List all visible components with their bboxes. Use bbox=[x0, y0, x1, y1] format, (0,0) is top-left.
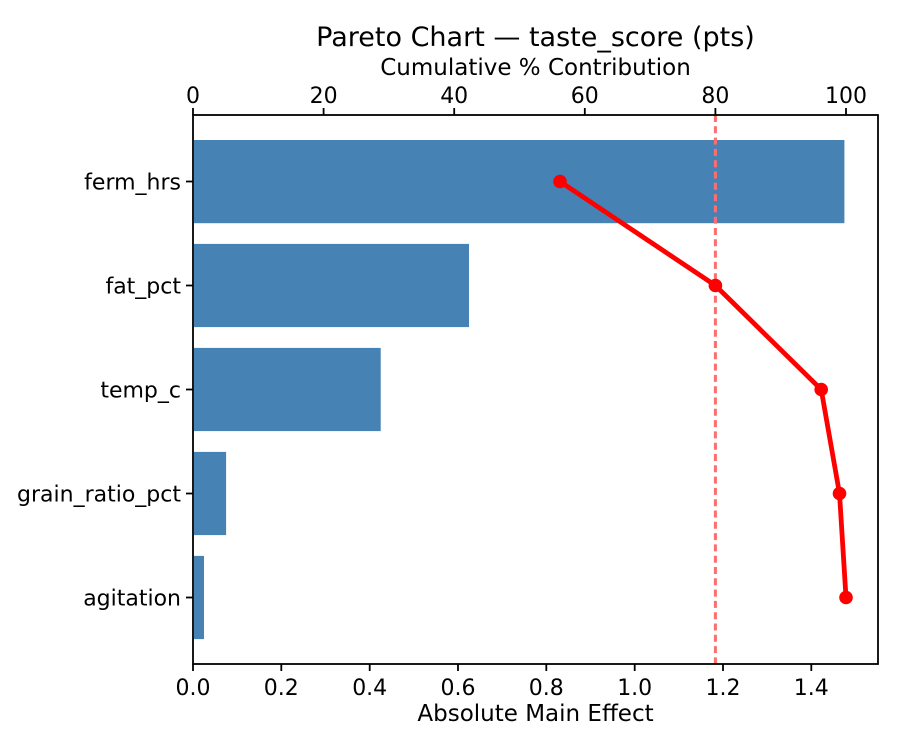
x-axis-top-tick-label: 40 bbox=[440, 84, 468, 109]
x-axis-top-tick-label: 20 bbox=[310, 84, 338, 109]
chart-title: Pareto Chart — taste_score (pts) bbox=[316, 22, 755, 53]
cumulative-point-ferm_hrs bbox=[553, 174, 567, 189]
category-label-grain_ratio_pct: grain_ratio_pct bbox=[17, 483, 181, 508]
category-label-fat_pct: fat_pct bbox=[105, 275, 181, 300]
top-axis-label: Cumulative % Contribution bbox=[380, 55, 691, 81]
cumulative-point-fat_pct bbox=[708, 278, 723, 293]
bar-ferm_hrs bbox=[194, 140, 845, 224]
cumulative-point-agitation bbox=[839, 590, 853, 605]
bar-agitation bbox=[194, 555, 204, 640]
x-axis-top-tick-label: 80 bbox=[701, 84, 729, 109]
bottom-axis-label: Absolute Main Effect bbox=[417, 701, 654, 727]
x-axis-bottom-tick-label: 0.2 bbox=[264, 676, 299, 701]
cumulative-point-temp_c bbox=[814, 382, 828, 397]
bar-temp_c bbox=[194, 347, 381, 432]
x-axis-bottom-tick-label: 1.4 bbox=[794, 676, 829, 701]
x-axis-top-tick-label: 100 bbox=[825, 84, 867, 109]
x-axis-bottom-tick-label: 1.2 bbox=[706, 676, 741, 701]
x-axis-bottom-tick-label: 0.8 bbox=[529, 676, 564, 701]
x-axis-top-tick-label: 0 bbox=[186, 84, 200, 109]
category-label-ferm_hrs: ferm_hrs bbox=[84, 171, 181, 196]
category-label-agitation: agitation bbox=[83, 587, 181, 612]
x-axis-bottom-tick-label: 1.0 bbox=[617, 676, 652, 701]
cumulative-point-grain_ratio_pct bbox=[832, 486, 847, 501]
cumulative-line bbox=[557, 179, 849, 600]
bar-grain_ratio_pct bbox=[194, 451, 227, 536]
x-axis-bottom-tick-label: 0.0 bbox=[176, 676, 211, 701]
x-axis-bottom-tick-label: 0.4 bbox=[352, 676, 387, 701]
x-axis-bottom-tick-label: 0.6 bbox=[441, 676, 476, 701]
category-label-temp_c: temp_c bbox=[100, 379, 181, 404]
bar-fat_pct bbox=[194, 243, 469, 328]
x-axis-top-tick-label: 60 bbox=[571, 84, 599, 109]
